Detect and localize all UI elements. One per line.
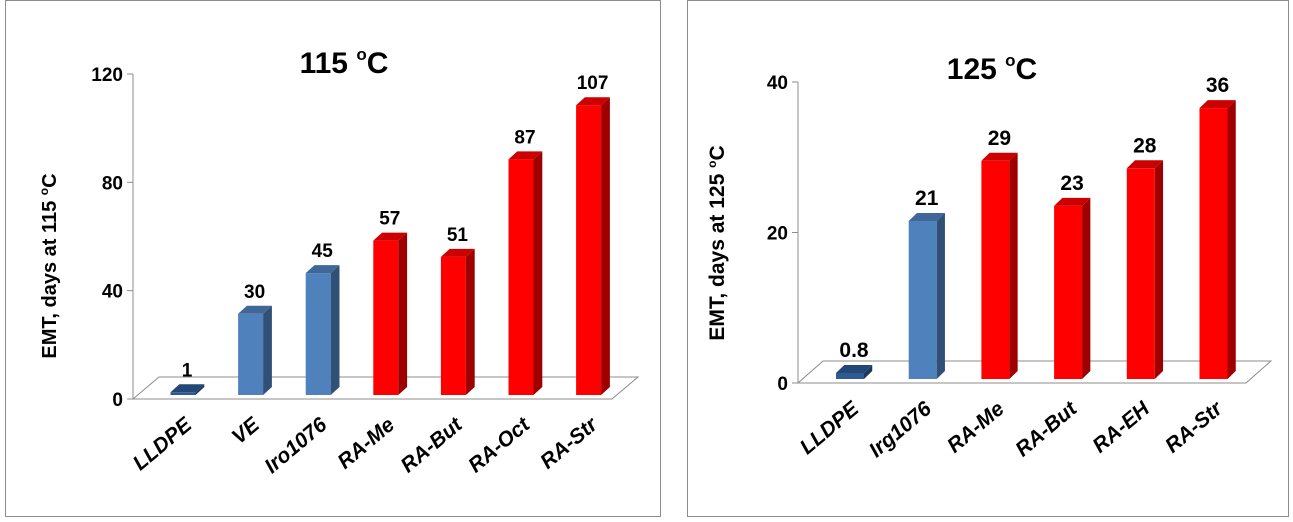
bar-front xyxy=(908,220,937,379)
x-tick-label: RA-But xyxy=(396,413,467,478)
bar-front xyxy=(508,159,534,395)
bar-front xyxy=(1126,168,1155,379)
bar-top xyxy=(981,152,1018,161)
data-label: 57 xyxy=(379,209,400,230)
chart-panel-115: 115 oC EMT, days at 115 oC 0 40 80 120 1 LLDP… xyxy=(5,0,661,517)
bar-front xyxy=(576,105,602,395)
bar-chart-115: 115 oC EMT, days at 115 oC 0 40 80 120 1 LLDP… xyxy=(37,45,640,478)
bar-side xyxy=(1227,100,1236,379)
bar-side xyxy=(465,248,475,395)
x-tick-label: LLDPE xyxy=(796,397,864,460)
bar-ra-oct xyxy=(508,151,543,395)
x-tick-label: Iro1076 xyxy=(260,413,331,478)
bar-ra-str xyxy=(576,97,610,395)
plot-area: 0 20 40 0.8 LLDPE 21 Irg1076 29 RA-Me 23 RA-But 28 R… xyxy=(767,73,1273,462)
bar-top xyxy=(440,248,475,257)
bar-ra-str xyxy=(1199,100,1236,379)
data-label: 23 xyxy=(1060,172,1083,195)
bar-side xyxy=(1009,152,1018,379)
data-label: 36 xyxy=(1206,74,1229,97)
bar-top xyxy=(1199,100,1236,109)
bar-side xyxy=(195,384,205,395)
bar-front xyxy=(373,240,399,395)
data-label: 21 xyxy=(915,187,939,210)
bar-lldpe xyxy=(170,384,205,395)
bar-ra-eh xyxy=(1126,160,1164,379)
data-label: 28 xyxy=(1133,134,1157,157)
bar-side xyxy=(864,364,873,379)
bar-side xyxy=(263,305,272,395)
bar-top xyxy=(576,97,610,106)
bar-top xyxy=(373,232,408,241)
bar-side xyxy=(533,151,543,395)
bar-ve xyxy=(238,305,272,395)
chart-title: 115 oC xyxy=(300,45,389,80)
bar-front xyxy=(305,273,331,395)
x-tick-label: RA-Oct xyxy=(464,413,535,478)
data-label: 87 xyxy=(514,127,535,148)
y-axis-label: EMT, days at 115 oC xyxy=(37,173,61,358)
y-tick-label: 40 xyxy=(767,73,788,94)
bar-chart-125: 125 oC EMT, days at 125 oC 0 20 40 0.8 LLDPE… xyxy=(705,51,1273,462)
x-tick-label: RA-EH xyxy=(1088,397,1154,458)
data-label: 51 xyxy=(447,225,469,246)
x-tick-label: LLDPE xyxy=(129,413,197,476)
y-tick-label: 80 xyxy=(102,173,123,194)
y-axis-label: EMT, days at 125 oC xyxy=(705,145,729,340)
x-tick-label: RA-Me xyxy=(333,413,399,474)
bar-top xyxy=(1126,160,1164,169)
bar-side xyxy=(1082,197,1091,379)
bar-front xyxy=(981,160,1010,379)
bar-top xyxy=(170,384,205,393)
bar-front xyxy=(440,256,466,395)
x-tick-label: RA-Str xyxy=(1161,396,1228,458)
y-tick-label: 0 xyxy=(112,390,123,411)
data-label: 29 xyxy=(988,127,1011,150)
y-tick-label: 120 xyxy=(91,65,123,86)
y-tick-label: 0 xyxy=(777,374,788,395)
bar-top xyxy=(908,212,945,221)
x-tick-label: VE xyxy=(228,413,265,449)
bar-front xyxy=(1199,108,1228,379)
bar-top xyxy=(238,305,272,314)
bar-front xyxy=(170,392,196,395)
bar-top xyxy=(305,265,340,274)
x-tick-label: RA-Me xyxy=(943,397,1009,458)
bar-front xyxy=(238,313,264,395)
bar-side xyxy=(330,265,340,395)
bar-lldpe xyxy=(836,364,873,379)
bar-top xyxy=(1054,197,1091,206)
x-tick-label: RA-But xyxy=(1011,397,1082,462)
bar-top xyxy=(836,364,873,373)
x-tick-label: Irg1076 xyxy=(865,397,936,462)
bar-front xyxy=(1054,205,1083,379)
data-label: 30 xyxy=(244,282,265,303)
bar-ra-but xyxy=(1054,197,1091,379)
bar-iro1076 xyxy=(305,265,340,395)
bar-ra-but xyxy=(440,248,475,395)
data-label: 1 xyxy=(182,360,193,381)
bar-side xyxy=(398,232,408,395)
bar-ra-me xyxy=(373,232,408,395)
chart-title: 125 oC xyxy=(947,51,1037,86)
y-tick-label: 20 xyxy=(767,224,788,245)
bar-side xyxy=(936,212,945,379)
bar-front xyxy=(836,372,864,379)
bar-irg1076 xyxy=(908,212,945,379)
data-label: 45 xyxy=(312,241,334,262)
data-label: 107 xyxy=(577,73,609,94)
y-tick-label: 40 xyxy=(102,282,123,303)
data-label: 0.8 xyxy=(839,339,869,362)
bar-ra-me xyxy=(981,152,1018,379)
bar-side xyxy=(1154,160,1164,379)
plot-area: 0 40 80 120 1 LLDPE 30 VE 45 Iro1076 57 RA-Me 51 RA-B… xyxy=(91,65,640,478)
x-tick-label: RA-Str xyxy=(536,412,603,474)
bar-top xyxy=(508,151,543,160)
chart-panel-125: 125 oC EMT, days at 125 oC 0 20 40 0.8 LLDPE… xyxy=(687,0,1289,517)
bar-side xyxy=(601,97,610,395)
